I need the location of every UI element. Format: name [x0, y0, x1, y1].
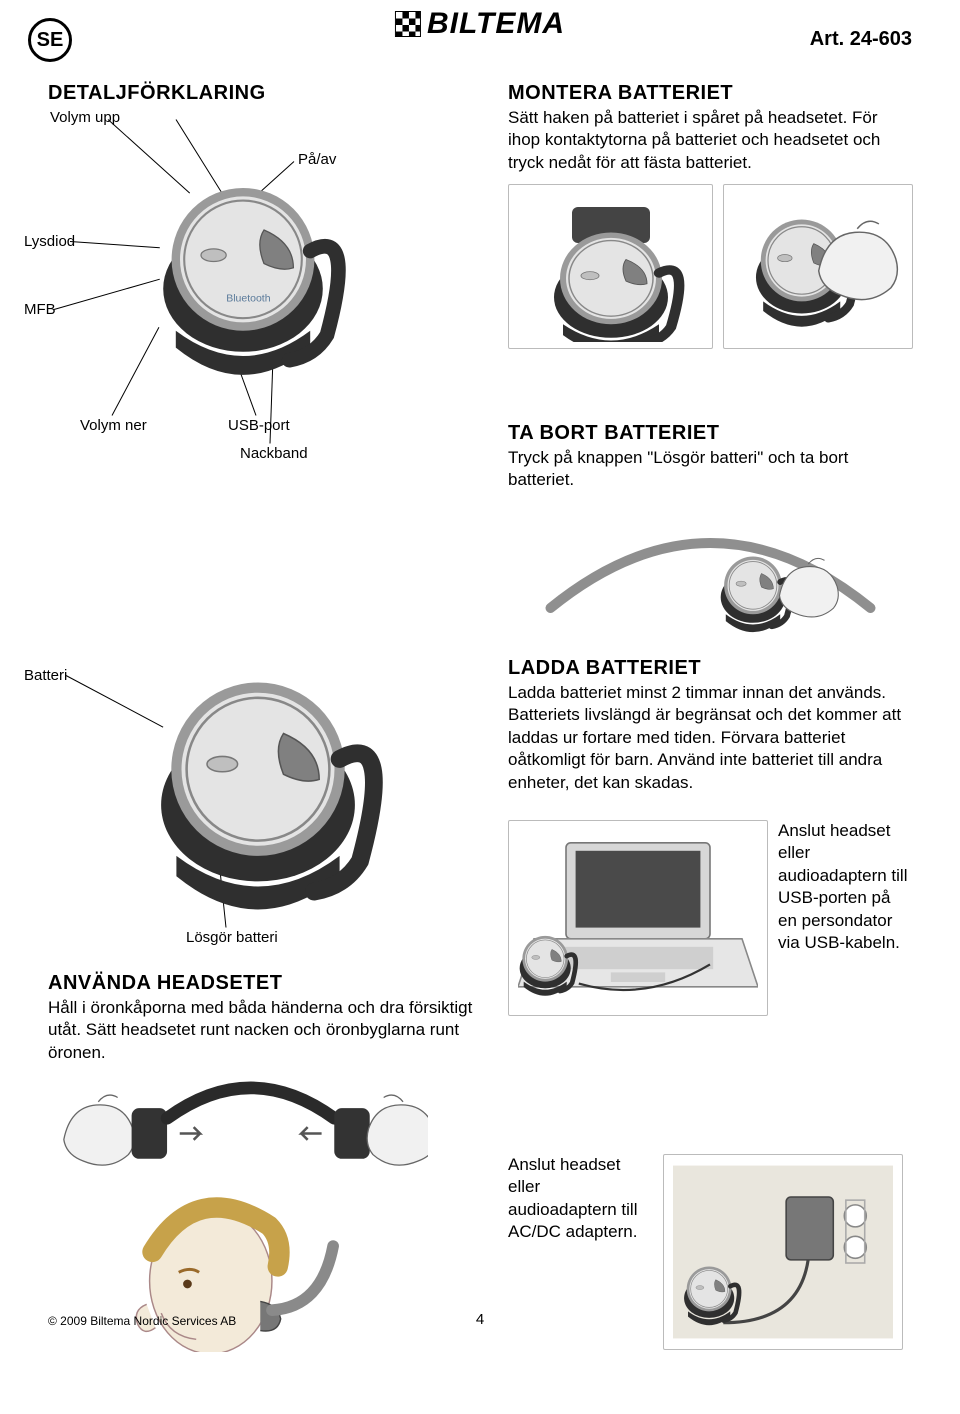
heading-detalj: DETALJFÖRKLARING	[48, 82, 478, 105]
section-ladda: LADDA BATTERIET Ladda batteriet minst 2 …	[508, 657, 913, 794]
label-lysdiod: Lysdiod	[22, 233, 77, 250]
heading-anvanda: ANVÄNDA HEADSETET	[48, 972, 478, 995]
diagram-headset-main: Volym upp På/av Lysdiod MFB Volym ner US…	[48, 107, 408, 437]
section-detaljforklaring: DETALJFÖRKLARING Volym upp På/av Lysdiod…	[48, 82, 478, 437]
section-anslut-usb: Anslut headset eller audioadaptern till …	[508, 820, 913, 1016]
brand-logo: BILTEMA	[395, 7, 565, 41]
section-batteri-diagram: Batteri Lösgör batteri	[48, 657, 478, 957]
illustration-laptop	[508, 820, 768, 1016]
label-nackband: Nackband	[238, 445, 310, 462]
label-mfb: MFB	[22, 301, 58, 318]
text-anslut-ac: Anslut headset eller audioadaptern till …	[508, 1154, 653, 1244]
section-tabort: TA BORT BATTERIET Tryck på knappen "Lösg…	[508, 422, 913, 638]
logo-checker-icon	[395, 11, 421, 37]
illustration-battery-press	[723, 184, 913, 349]
illustration-ac-adapter	[663, 1154, 903, 1350]
footer-copyright: © 2009 Biltema Nordic Services AB	[48, 1314, 236, 1328]
text-montera: Sätt haken på batteriet i spåret på head…	[508, 107, 913, 174]
heading-ladda: LADDA BATTERIET	[508, 657, 913, 680]
text-tabort: Tryck på knappen "Lösgör batteri" och ta…	[508, 447, 913, 492]
text-anslut-usb: Anslut headset eller audioadaptern till …	[778, 820, 913, 955]
label-batteri: Batteri	[22, 667, 69, 684]
brand-name: BILTEMA	[427, 7, 565, 41]
headset-earcup-illustration: Bluetooth	[138, 167, 348, 377]
section-montera: MONTERA BATTERIET Sätt haken på batterie…	[508, 82, 913, 349]
svg-text:Bluetooth: Bluetooth	[226, 292, 271, 304]
heading-tabort: TA BORT BATTERIET	[508, 422, 913, 445]
illustration-remove-battery	[508, 498, 913, 638]
section-anvanda: ANVÄNDA HEADSETET Håll i öronkåporna med…	[48, 972, 478, 1362]
text-anvanda: Håll i öronkåporna med båda händerna och…	[48, 997, 478, 1064]
label-losgor: Lösgör batteri	[184, 929, 280, 946]
illustration-battery-earcup	[128, 657, 388, 912]
text-ladda: Ladda batteriet minst 2 timmar innan det…	[508, 682, 913, 794]
illustration-battery-open	[508, 184, 713, 349]
label-pa-av: På/av	[296, 151, 338, 168]
label-volym-ner: Volym ner	[78, 417, 149, 434]
section-anslut-ac: Anslut headset eller audioadaptern till …	[508, 1154, 913, 1350]
heading-montera: MONTERA BATTERIET	[508, 82, 913, 105]
page-number: 4	[476, 1311, 484, 1328]
label-usb-port: USB-port	[226, 417, 292, 434]
